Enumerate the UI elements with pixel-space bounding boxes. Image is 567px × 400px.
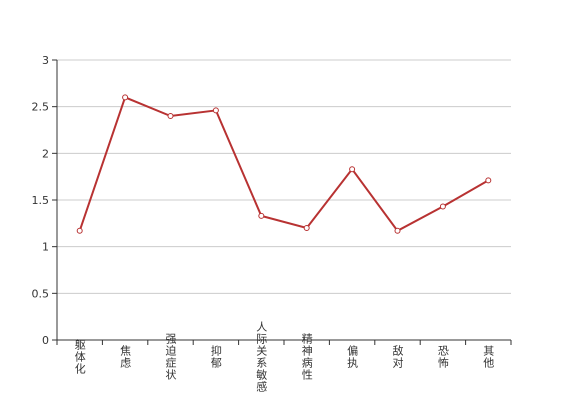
point <box>258 212 265 219</box>
point <box>439 203 446 210</box>
x-tick-label: 焦虑 <box>119 345 132 369</box>
x-tick-label: 其他 <box>482 345 495 369</box>
x-tick-label: 强迫症状 <box>164 333 177 381</box>
point <box>212 107 219 114</box>
point <box>167 113 174 119</box>
x-tick-label: 敌对 <box>391 344 404 369</box>
y-tick-label: 2.5 <box>32 101 50 114</box>
y-tick-label: 1 <box>42 241 49 254</box>
y-tick-label: 1.5 <box>32 194 50 207</box>
x-tick-label: 恐怖 <box>436 345 449 369</box>
y-tick-label: 0.5 <box>32 287 50 300</box>
y-tick-label: 3 <box>42 54 49 67</box>
point <box>122 94 129 101</box>
point <box>76 227 83 234</box>
y-tick-label: 0 <box>42 334 49 347</box>
x-tick-label: 偏执 <box>346 344 359 369</box>
point <box>349 166 356 173</box>
y-tick-label: 2 <box>42 147 49 160</box>
point <box>485 177 492 184</box>
point <box>394 227 401 234</box>
x-tick-label: 人际关系敏感 <box>255 321 268 393</box>
x-tick-label: 躯体化 <box>73 339 86 375</box>
line <box>78 96 489 233</box>
point <box>303 225 310 231</box>
x-tick-label: 抑郁 <box>209 344 222 369</box>
x-tick-label: 精神病性 <box>300 333 313 381</box>
